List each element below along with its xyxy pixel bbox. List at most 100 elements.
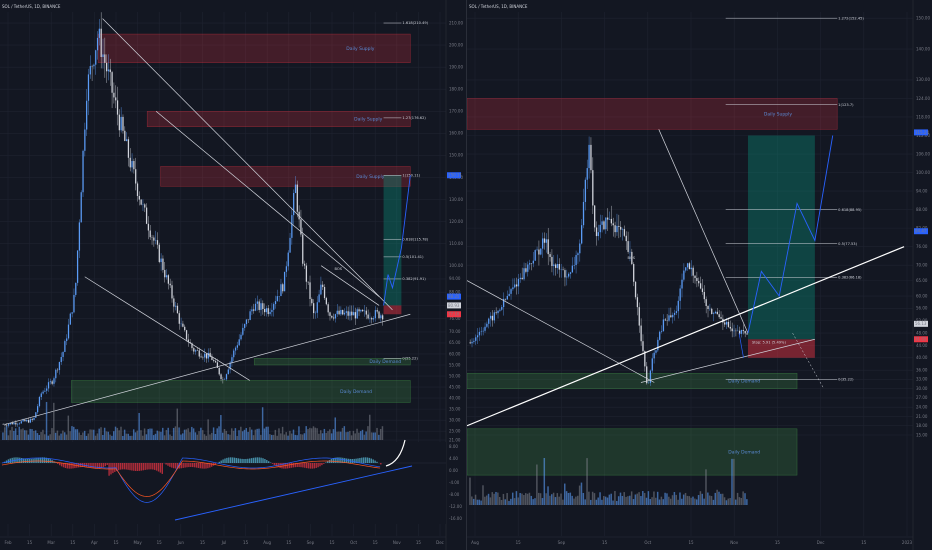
left-chart-svg[interactable]: SOL / TetherUS, 1D, BINANCE Daily Supply D…: [0, 0, 466, 550]
candle-body: [164, 269, 166, 278]
volume-bar: [265, 426, 267, 440]
volume-bar: [606, 497, 609, 505]
volume-bar: [201, 430, 204, 440]
volume-bar: [42, 429, 44, 440]
candle-body: [80, 192, 82, 223]
volume-bar: [167, 427, 169, 440]
histogram-bar: [36, 458, 38, 463]
projection-path: [747, 135, 834, 334]
indicator-tick-label: 8.00: [449, 444, 458, 449]
histogram-bar: [332, 458, 334, 463]
y-tick-label: 150.00: [916, 15, 930, 20]
y-tick-label: 100.00: [449, 263, 463, 268]
volume-bar: [688, 496, 690, 505]
candle-body: [371, 318, 373, 320]
candle-body: [592, 170, 594, 206]
y-tick-label: 15.00: [916, 432, 928, 437]
volume-bar: [604, 496, 607, 505]
candle-body: [82, 150, 84, 193]
volume-bar: [718, 491, 720, 505]
candle-body: [182, 323, 184, 327]
y-tick-label: 106.00: [916, 151, 930, 156]
y-tick-label: 76.00: [916, 244, 928, 249]
candle-body: [603, 221, 605, 230]
histogram-bar: [290, 463, 293, 468]
candle-body: [291, 215, 293, 238]
candle-body: [307, 281, 309, 283]
candle-body: [558, 263, 561, 270]
candle-body: [323, 286, 326, 299]
volume-bar: [569, 492, 572, 505]
y-tick-label: 210.00: [449, 20, 463, 25]
volume-bar: [258, 428, 260, 440]
volume-bar: [116, 427, 119, 440]
volume-bar: [558, 496, 560, 505]
zone-rect: [97, 33, 411, 63]
volume-bar: [178, 427, 180, 440]
candle-body: [640, 325, 642, 342]
volume-bar: [345, 432, 347, 440]
y-tick-label: 76.00: [449, 316, 461, 321]
left-chart-pane[interactable]: SOL / TetherUS, 1D, BINANCE Daily Supply D…: [0, 0, 466, 550]
x-tick-label: 15: [243, 540, 249, 545]
histogram-bar: [24, 458, 27, 463]
volume-bar: [218, 426, 220, 440]
volume-bar: [329, 429, 331, 440]
candle-body: [100, 28, 102, 58]
right-chart-pane[interactable]: SOL / TetherUS, 1D, BINANCE Daily Supply D…: [466, 0, 932, 550]
candle-body: [135, 169, 137, 184]
histogram-bar: [323, 463, 325, 464]
volume-bar: [111, 435, 113, 440]
x-tick-label: 15: [775, 540, 781, 545]
y-tick-label: 21.00: [449, 437, 461, 442]
candle-body: [738, 330, 741, 334]
histogram-bar: [154, 463, 156, 470]
y-tick-label: 150.00: [449, 153, 463, 158]
volume-bar: [165, 430, 168, 440]
y-tick-label: 27.00: [916, 395, 928, 400]
candle-body: [579, 243, 581, 254]
volume-bar: [708, 495, 711, 505]
volume-bar: [577, 495, 579, 505]
candle-body: [718, 314, 720, 318]
candle-body: [149, 230, 151, 238]
volume-bar: [352, 430, 355, 440]
volume-bar: [686, 495, 689, 505]
histogram-bar: [135, 463, 137, 471]
volume-bar: [214, 433, 217, 440]
candle-body: [340, 310, 342, 315]
candle-body: [625, 235, 627, 242]
candle-body: [554, 264, 557, 268]
zone-rect: [146, 111, 411, 127]
price-tag: [447, 302, 461, 309]
histogram-bar: [380, 463, 382, 465]
volume-bar: [612, 500, 614, 505]
histogram-bar: [129, 463, 131, 471]
volume-bar: [744, 493, 746, 505]
candle-body: [342, 310, 344, 315]
volume-bar: [158, 431, 160, 440]
histogram-bar: [359, 457, 361, 463]
right-chart-svg[interactable]: SOL / TetherUS, 1D, BINANCE Daily Supply D…: [467, 0, 932, 550]
candle-body: [242, 327, 244, 335]
histogram-bar: [315, 463, 317, 468]
trend-line: [320, 265, 380, 306]
candle-body: [670, 315, 672, 318]
volume-bar: [651, 497, 653, 505]
x-tick-label: Sep: [307, 540, 315, 545]
volume-bar: [56, 430, 59, 440]
volume-bar: [76, 429, 79, 440]
candle-body: [214, 361, 217, 363]
volume-bar: [627, 496, 629, 505]
candle-body: [220, 374, 222, 380]
fib-label: 1(150.11): [402, 173, 420, 177]
volume-bar: [332, 429, 335, 440]
histogram-bar: [91, 463, 93, 469]
candle-body: [336, 310, 338, 315]
histogram-bar: [41, 457, 44, 463]
y-tick-label: 55.00: [449, 362, 461, 367]
volume-bar: [487, 493, 490, 505]
volume-bar: [207, 419, 209, 440]
candle-body: [349, 311, 351, 316]
zone-label: Daily Supply: [356, 174, 384, 180]
